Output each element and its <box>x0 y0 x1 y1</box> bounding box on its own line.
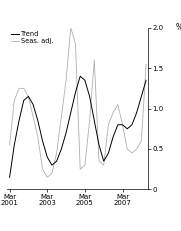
Legend: Trend, Seas. adj.: Trend, Seas. adj. <box>10 31 53 44</box>
Y-axis label: %: % <box>176 23 181 32</box>
